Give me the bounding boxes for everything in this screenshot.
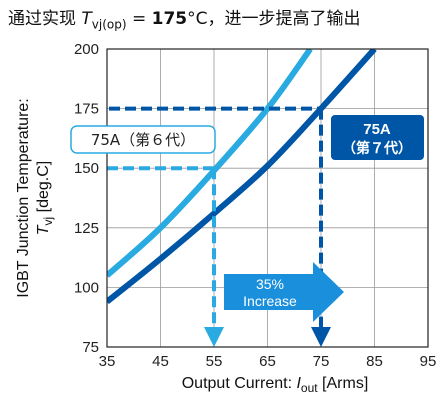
x-tick-labels: 35 45 55 65 75 85 95 [99, 353, 437, 370]
reference-arrow [204, 327, 224, 347]
x-tick-label: 55 [206, 353, 223, 370]
y-axis-label: IGBT Junction Temperature: Tvj [deg.C] [15, 98, 55, 298]
x-tick-label: 45 [152, 353, 169, 370]
title-subscript: vj(op) [91, 17, 127, 32]
title-value: 175 [151, 9, 188, 29]
legend-gen7-line2: （第７代） [342, 140, 412, 157]
x-axis-label: Output Current: Iout [Arms] [182, 375, 369, 395]
y-axis-label-line1: IGBT Junction Temperature: [15, 98, 32, 298]
legend-gen7: 75A （第７代） [331, 115, 424, 160]
series-line-gen6 [107, 49, 313, 278]
series-lines [107, 49, 377, 305]
x-tick-label: 75 [313, 353, 330, 370]
reference-arrow [311, 327, 331, 347]
x-tick-label: 65 [259, 353, 276, 370]
x-tick-label: 35 [99, 353, 116, 370]
increase-arrow: 35% Increase [224, 262, 344, 322]
plot-frame [106, 48, 429, 348]
increase-text: Increase [243, 293, 297, 309]
y-tick-label: 200 [74, 41, 99, 58]
y-tick-labels: 75 100 125 150 175 200 [74, 41, 99, 356]
series-line-gen7 [107, 49, 377, 305]
title-unit: °C [187, 9, 208, 29]
title-symbol: T [81, 9, 92, 29]
title-prefix: 通过实现 [8, 9, 82, 29]
y-tick-label: 75 [82, 339, 99, 356]
y-tick-label: 150 [74, 160, 99, 177]
title-suffix: ，进一步提高了输出 [207, 9, 361, 29]
y-tick-label: 125 [74, 220, 99, 237]
x-tick-label: 85 [366, 353, 383, 370]
x-tick-label: 95 [420, 353, 437, 370]
chart-title: 通过实现 Tvj(op) = 175°C，进一步提高了输出 [8, 4, 361, 31]
y-tick-label: 175 [74, 101, 99, 118]
legend-gen6: 75A（第６代） [70, 125, 216, 154]
increase-percent: 35% [256, 276, 284, 292]
y-tick-label: 100 [74, 279, 99, 296]
legend-gen7-line1: 75A [363, 121, 391, 138]
legend-gen6-label: 75A（第６代） [91, 131, 195, 149]
y-axis-label-line2: Tvj [deg.C] [35, 161, 55, 235]
title-equals: = [126, 9, 152, 29]
